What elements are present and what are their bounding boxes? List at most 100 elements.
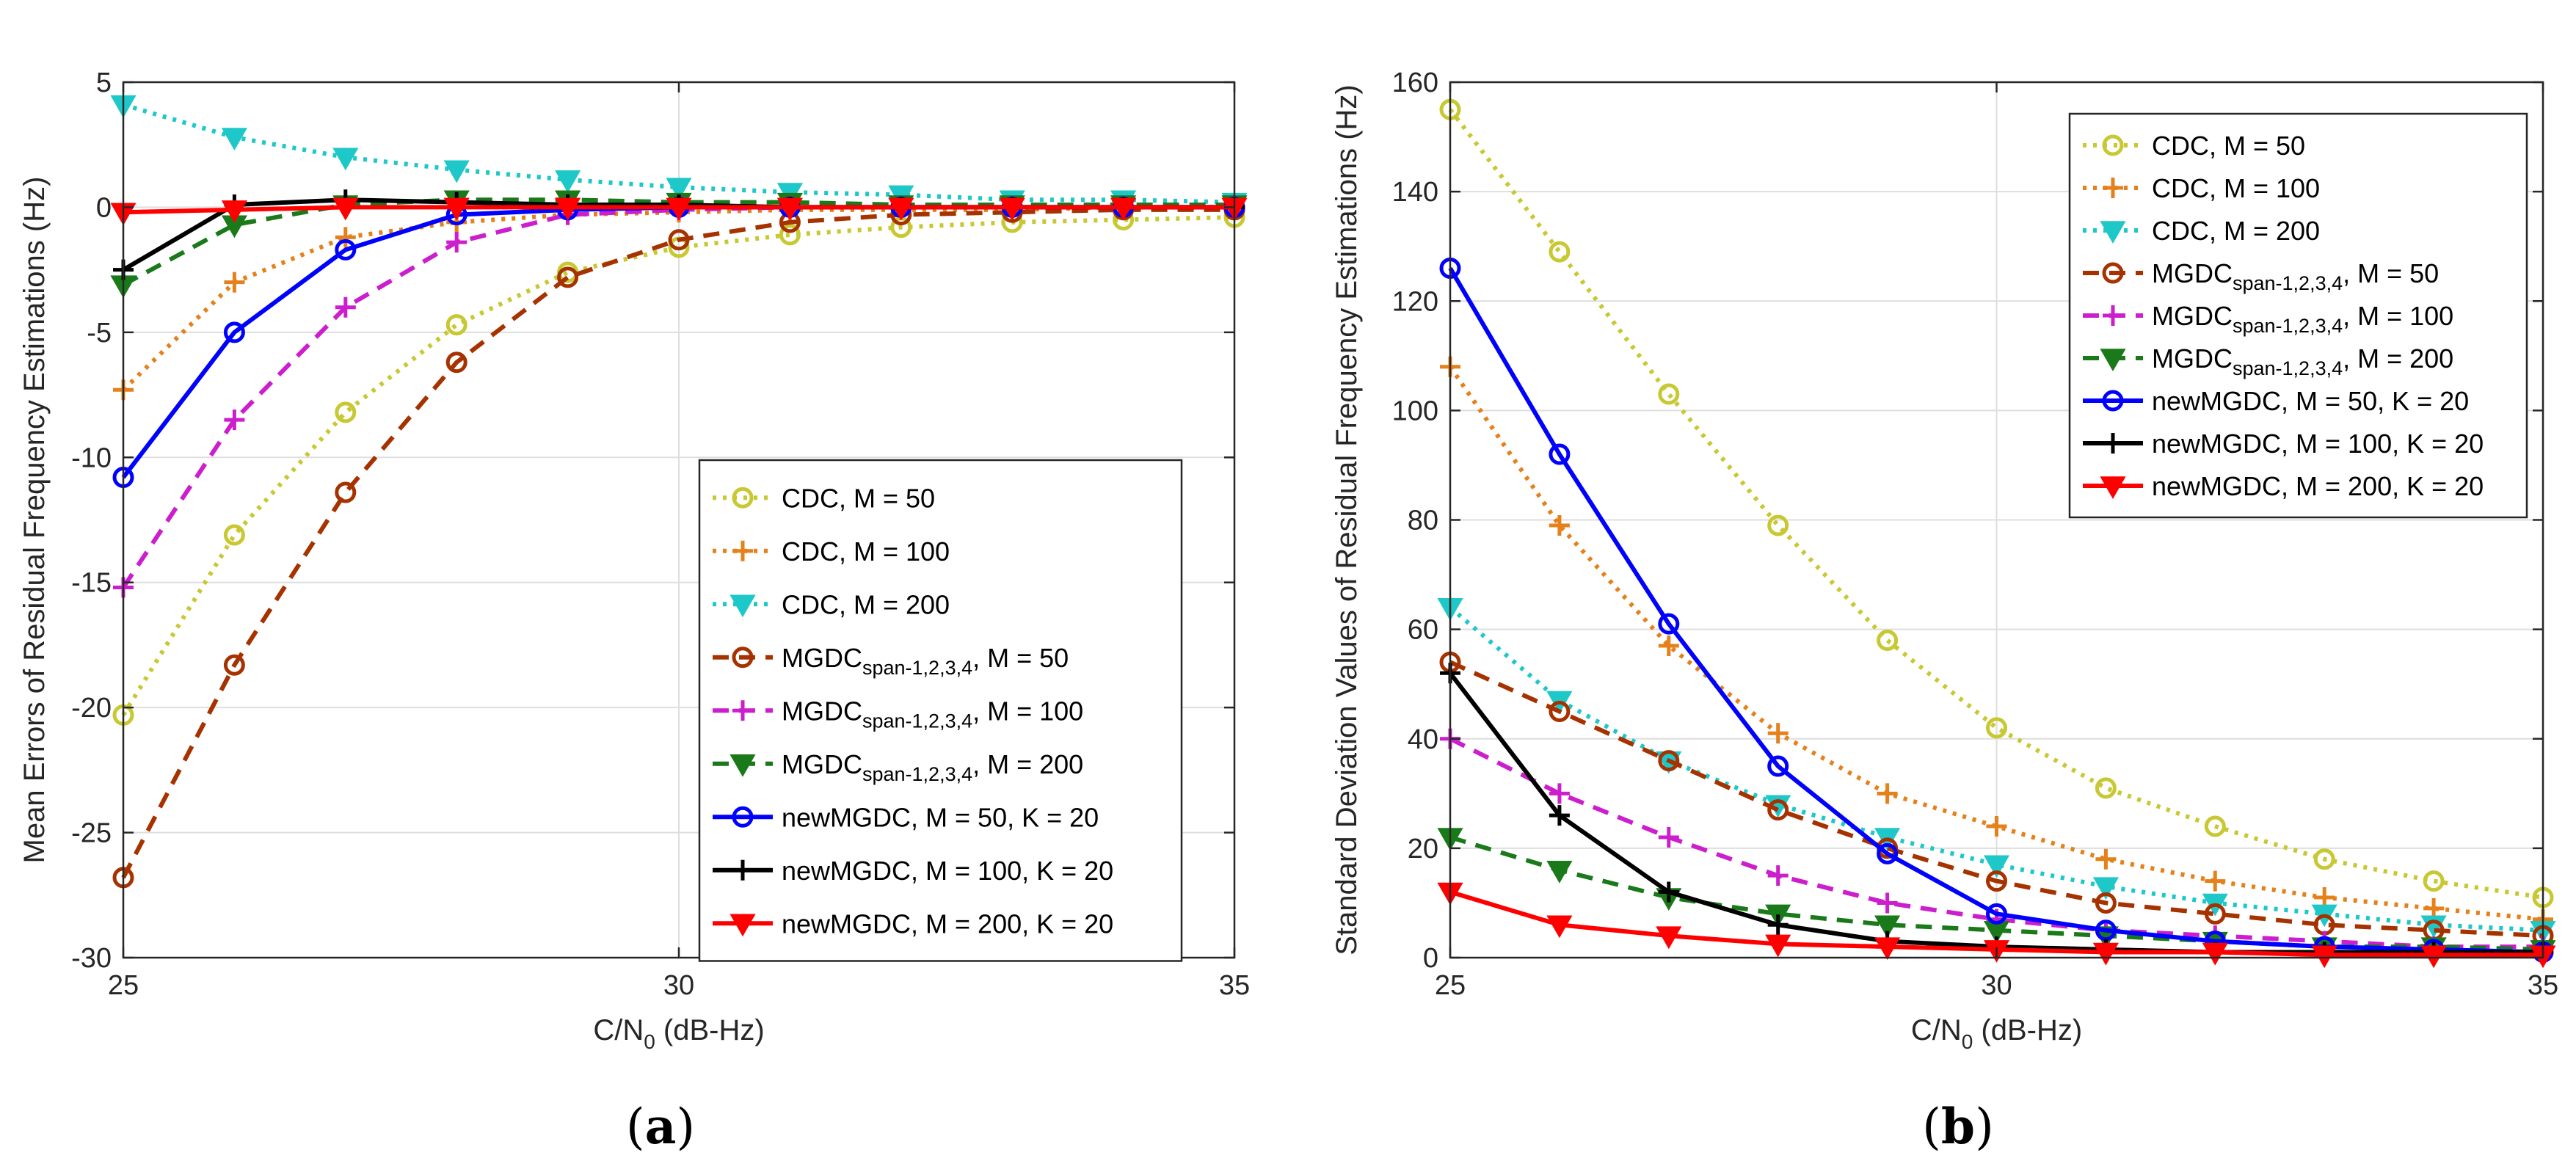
legend-marker xyxy=(729,914,756,937)
legend: CDC, M = 50 CDC, M = 100 CDC, M = 200 MGDCs… xyxy=(2068,112,2528,519)
data-point xyxy=(1549,443,1571,465)
data-point xyxy=(1986,717,2007,739)
series-line xyxy=(1449,737,2543,950)
data-point xyxy=(1983,855,2010,878)
legend-marker xyxy=(732,859,753,881)
legend-marker xyxy=(2103,178,2123,198)
data-point xyxy=(557,266,579,288)
legend-entry: CDC, M = 100 xyxy=(713,536,950,567)
data-point xyxy=(1986,870,2007,892)
legend-entry: newMGDC, M = 200, K = 20 xyxy=(2083,471,2484,501)
legend-marker xyxy=(2100,221,2126,244)
legend-marker xyxy=(732,487,754,509)
data-point xyxy=(2311,945,2337,969)
data-point xyxy=(1767,755,1789,777)
data-point xyxy=(2202,942,2228,966)
data-point xyxy=(1877,892,1898,914)
legend-entry: newMGDC, M = 100, K = 20 xyxy=(2083,429,2484,459)
legend-entry: newMGDC, M = 200, K = 20 xyxy=(713,908,1113,939)
y-tick-label: -25 xyxy=(71,818,112,849)
legend-marker xyxy=(732,540,753,561)
data-point xyxy=(1658,826,1679,848)
legend-marker xyxy=(2103,433,2123,454)
legend-label: MGDCspan-1,2,3,4, M = 50 xyxy=(782,643,1069,679)
data-point xyxy=(776,197,803,221)
legend-label: CDC, M = 50 xyxy=(2152,131,2305,161)
legend-marker xyxy=(2103,305,2123,326)
panel-a: 25 30 35 -30 -25 -20 -15 -10 -5 0 5 C/N0 (dB-Hz) Mea… xyxy=(18,68,1250,1155)
x-axis-label: C/N0 (dB-Hz) xyxy=(1911,1014,2082,1053)
legend-marker xyxy=(2102,134,2124,156)
panel-label: (a) xyxy=(626,1098,695,1155)
data-point xyxy=(221,200,247,223)
y-tick-label: 120 xyxy=(1392,286,1438,317)
data-point xyxy=(888,197,914,221)
series-line xyxy=(1448,108,2544,900)
data-point xyxy=(666,197,692,221)
data-point xyxy=(2092,942,2119,966)
data-point xyxy=(2092,877,2119,900)
legend-entry: MGDCspan-1,2,3,4, M = 50 xyxy=(713,643,1069,679)
data-point xyxy=(2095,892,2117,914)
legend-entry: newMGDC, M = 50, K = 20 xyxy=(713,802,1099,832)
legend-marker xyxy=(729,594,756,618)
panel-b: 25 30 35 0 20 40 60 80 100 120 140 160 C/N0 (dB-Hz) S… xyxy=(1331,68,2558,1155)
legend-entry: MGDCspan-1,2,3,4, M = 50 xyxy=(2083,258,2439,294)
data-point xyxy=(2204,903,2226,925)
y-tick-label: 60 xyxy=(1408,615,1438,646)
legend-entry: CDC, M = 100 xyxy=(2083,173,2320,203)
data-point xyxy=(335,481,357,503)
data-point xyxy=(1546,915,1573,939)
y-tick-label: 0 xyxy=(96,192,112,223)
legend-marker xyxy=(2100,349,2126,372)
data-point xyxy=(1658,881,1679,903)
legend-box xyxy=(2068,112,2528,519)
legend-label: newMGDC, M = 200, K = 20 xyxy=(782,908,1113,939)
x-tick-label: 35 xyxy=(1219,970,1250,1001)
data-point xyxy=(1658,635,1679,656)
data-point xyxy=(2314,886,2335,908)
data-point xyxy=(1765,934,1791,958)
data-point xyxy=(335,238,357,261)
data-point xyxy=(1549,805,1570,826)
data-point xyxy=(2205,870,2226,892)
legend-marker xyxy=(2100,476,2126,500)
data-point xyxy=(1767,723,1789,744)
legend-label: CDC, M = 200 xyxy=(782,589,950,619)
legend-entry: MGDCspan-1,2,3,4, M = 100 xyxy=(713,696,1083,732)
data-point xyxy=(221,128,247,151)
data-point xyxy=(1767,865,1789,886)
legend-box xyxy=(698,459,1183,962)
legend-label: newMGDC, M = 100, K = 20 xyxy=(782,856,1113,886)
data-point xyxy=(443,160,470,183)
legend-label: CDC, M = 50 xyxy=(782,483,935,513)
series-line xyxy=(121,207,1234,879)
data-point xyxy=(224,272,245,293)
data-point xyxy=(2095,919,2117,942)
data-point xyxy=(443,197,470,221)
data-point xyxy=(2423,870,2445,892)
y-tick-label: 20 xyxy=(1408,834,1438,864)
data-point xyxy=(555,197,581,221)
legend-entry: MGDCspan-1,2,3,4, M = 200 xyxy=(2083,343,2453,379)
data-point xyxy=(1549,700,1571,722)
legend-label: newMGDC, M = 200, K = 20 xyxy=(2152,471,2484,501)
legend-label: MGDCspan-1,2,3,4, M = 50 xyxy=(2152,258,2439,294)
series-line xyxy=(121,215,1235,716)
y-tick-label: 5 xyxy=(96,68,112,98)
data-point xyxy=(332,197,359,221)
x-tick-label: 30 xyxy=(1981,970,2012,1001)
data-point xyxy=(1549,241,1571,263)
data-point xyxy=(1767,514,1789,536)
data-point xyxy=(2095,777,2117,799)
legend-entry: newMGDC, M = 50, K = 20 xyxy=(2083,386,2469,416)
series-8 xyxy=(110,197,1248,226)
x-tick-label: 35 xyxy=(2528,970,2558,1001)
series-line xyxy=(1448,365,2544,922)
data-point xyxy=(1549,783,1570,804)
data-point xyxy=(1658,750,1680,772)
x-tick-label: 25 xyxy=(1435,970,1466,1001)
legend-marker xyxy=(732,647,754,669)
data-point xyxy=(1549,514,1570,536)
